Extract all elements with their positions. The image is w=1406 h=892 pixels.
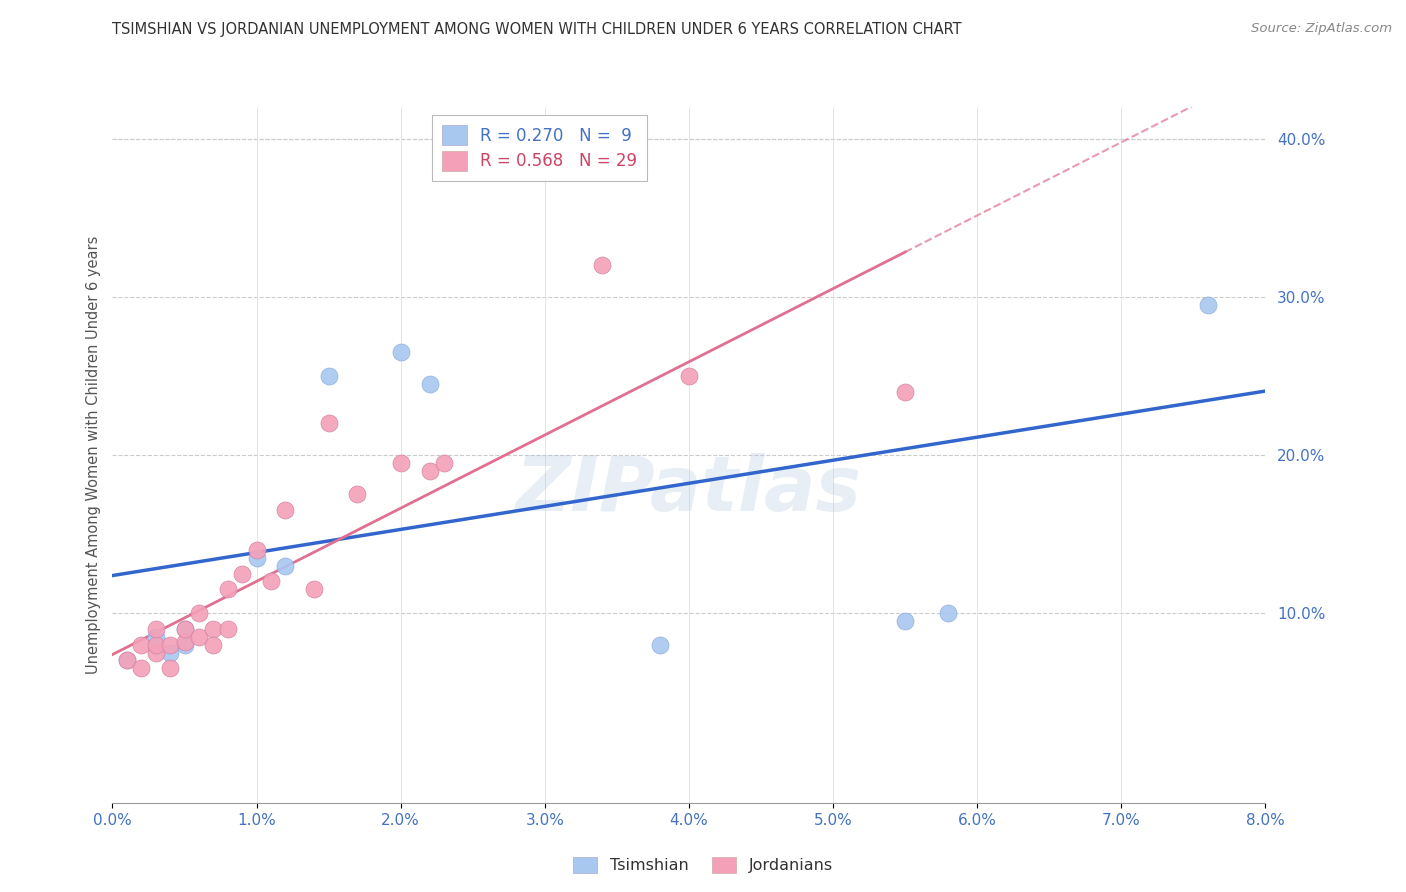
Point (592, 258, 614, 272)
Legend: R = 0.270   N =  9, R = 0.568   N = 29: R = 0.270 N = 9, R = 0.568 N = 29 (432, 115, 647, 180)
Point (145, 630, 167, 644)
Point (115, 653, 138, 667)
Point (562, 163, 585, 178)
Point (260, 574, 283, 589)
Point (173, 622, 195, 636)
Point (318, 417, 340, 431)
Point (346, 487, 368, 501)
Point (389, 345, 412, 359)
Point (678, 368, 700, 383)
Point (188, 606, 211, 620)
Point (173, 634, 195, 648)
Point (129, 638, 153, 652)
Point (894, 614, 917, 628)
Text: Source: ZipAtlas.com: Source: ZipAtlas.com (1251, 22, 1392, 36)
Text: TSIMSHIAN VS JORDANIAN UNEMPLOYMENT AMONG WOMEN WITH CHILDREN UNDER 6 YEARS CORR: TSIMSHIAN VS JORDANIAN UNEMPLOYMENT AMON… (112, 22, 962, 37)
Legend: Tsimshian, Jordanians: Tsimshian, Jordanians (567, 850, 839, 880)
Point (231, 566, 253, 581)
Point (245, 542, 267, 557)
Point (217, 582, 239, 597)
Point (217, 622, 239, 636)
Point (173, 622, 195, 636)
Point (188, 630, 211, 644)
Point (159, 646, 181, 660)
Point (145, 646, 167, 660)
Point (304, 582, 326, 597)
Point (274, 558, 297, 573)
Point (648, 638, 672, 652)
Point (159, 661, 181, 675)
Point (419, 464, 441, 478)
Point (159, 638, 181, 652)
Point (202, 622, 225, 636)
Point (894, 384, 917, 399)
Point (202, 638, 225, 652)
Text: ZIPatlas: ZIPatlas (516, 453, 862, 526)
Point (129, 661, 153, 675)
Point (245, 550, 267, 565)
Y-axis label: Unemployment Among Women with Children Under 6 years: Unemployment Among Women with Children U… (86, 235, 101, 674)
Point (936, 606, 959, 620)
Point (274, 503, 297, 517)
Point (145, 622, 167, 636)
Point (433, 456, 456, 470)
Point (173, 638, 195, 652)
Point (115, 653, 138, 667)
Point (1197, 298, 1219, 312)
Point (389, 456, 412, 470)
Point (419, 376, 441, 391)
Point (318, 368, 340, 383)
Point (145, 638, 167, 652)
